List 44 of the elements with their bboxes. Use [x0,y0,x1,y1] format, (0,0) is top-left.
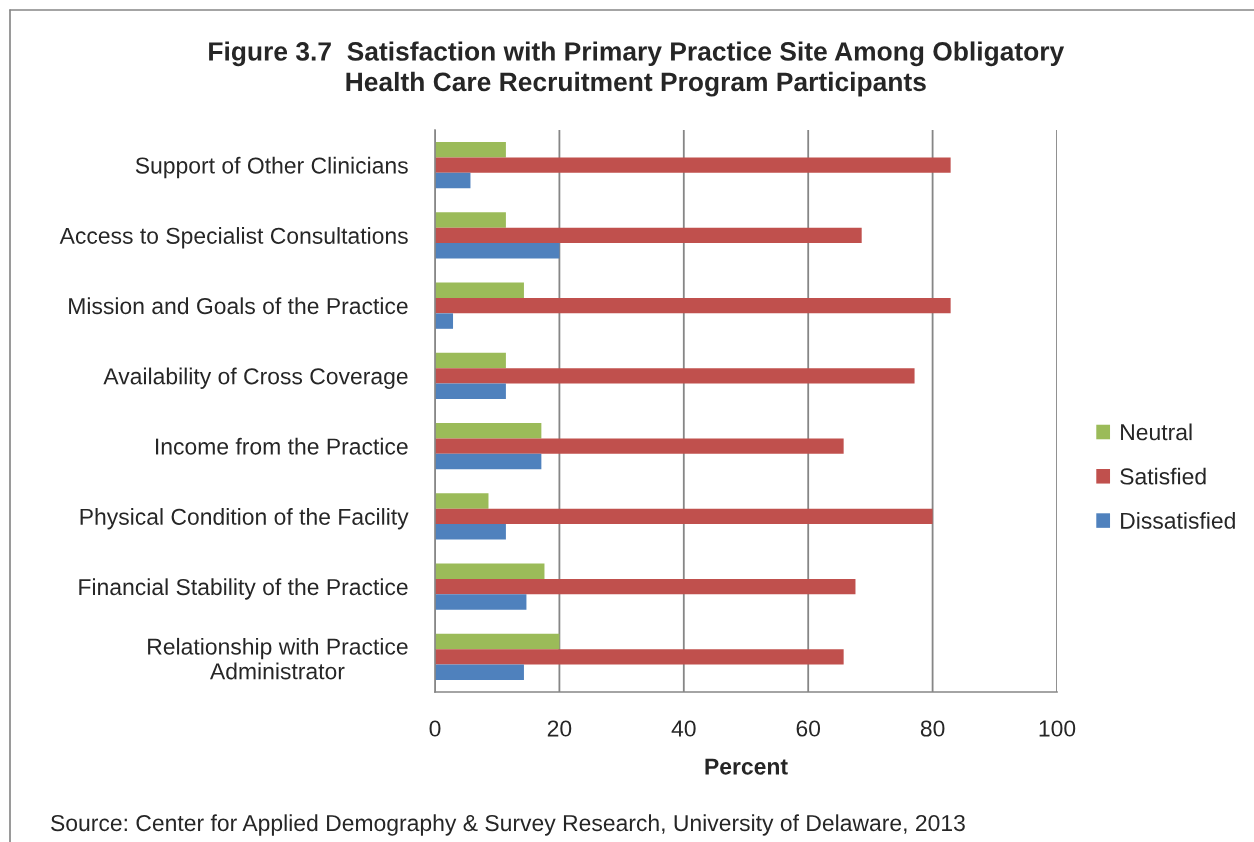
bar [435,453,542,470]
y-tick-label: Relationship with Practice Administrator [148,637,408,680]
bar [435,212,506,228]
x-tick-label: 0 [429,720,441,737]
bar [435,282,524,298]
bar [435,649,844,665]
bar [435,563,545,579]
bar [435,633,560,650]
bar [435,664,524,681]
bar [435,524,506,540]
x-axis-title: Percent [705,758,788,775]
y-tick-label: Mission and Goals of the Practice [69,297,408,315]
y-tick-label: Availability of Cross Coverage [103,367,408,389]
bar [435,297,951,314]
x-tick-label: 40 [671,720,696,737]
bar [435,157,951,173]
chart-title: Figure 3.7 Satisfaction with Primary Practice Site Among Obligatory Health Care Recruitment Program Participants [209,41,1065,97]
y-tick-label: Income from the Practice [156,437,408,455]
y-tick-label: Financial Stability of the Practice [79,578,408,600]
x-tick-label: 20 [547,720,572,737]
bar [435,578,856,595]
x-tick-label: 60 [796,720,821,737]
bar [435,368,915,384]
bar [435,172,471,189]
bar [435,594,527,610]
x-tick-label: 100 [1039,720,1076,737]
legend-label: Neutral [1121,423,1192,441]
bar [435,422,542,439]
x-tick-label: 80 [920,720,945,737]
bar [435,227,862,244]
bar [435,383,506,400]
bar [435,313,454,329]
bar [435,243,560,259]
y-tick-label: Physical Condition of the Facility [80,508,409,530]
bar [435,352,506,369]
bar [435,438,844,454]
y-tick-label: Access to Specialist Consultations [59,227,408,249]
legend-label: Dissatisfied [1121,512,1235,529]
source-note: Source: Center for Applied Demography & Survey Research, University of Delaware, 2013 [51,814,965,836]
bar [435,508,933,525]
bar [435,141,506,158]
bar [435,493,489,509]
y-tick-label: Support of Other Clinicians [135,156,408,179]
legend-label: Satisfied [1120,467,1206,485]
